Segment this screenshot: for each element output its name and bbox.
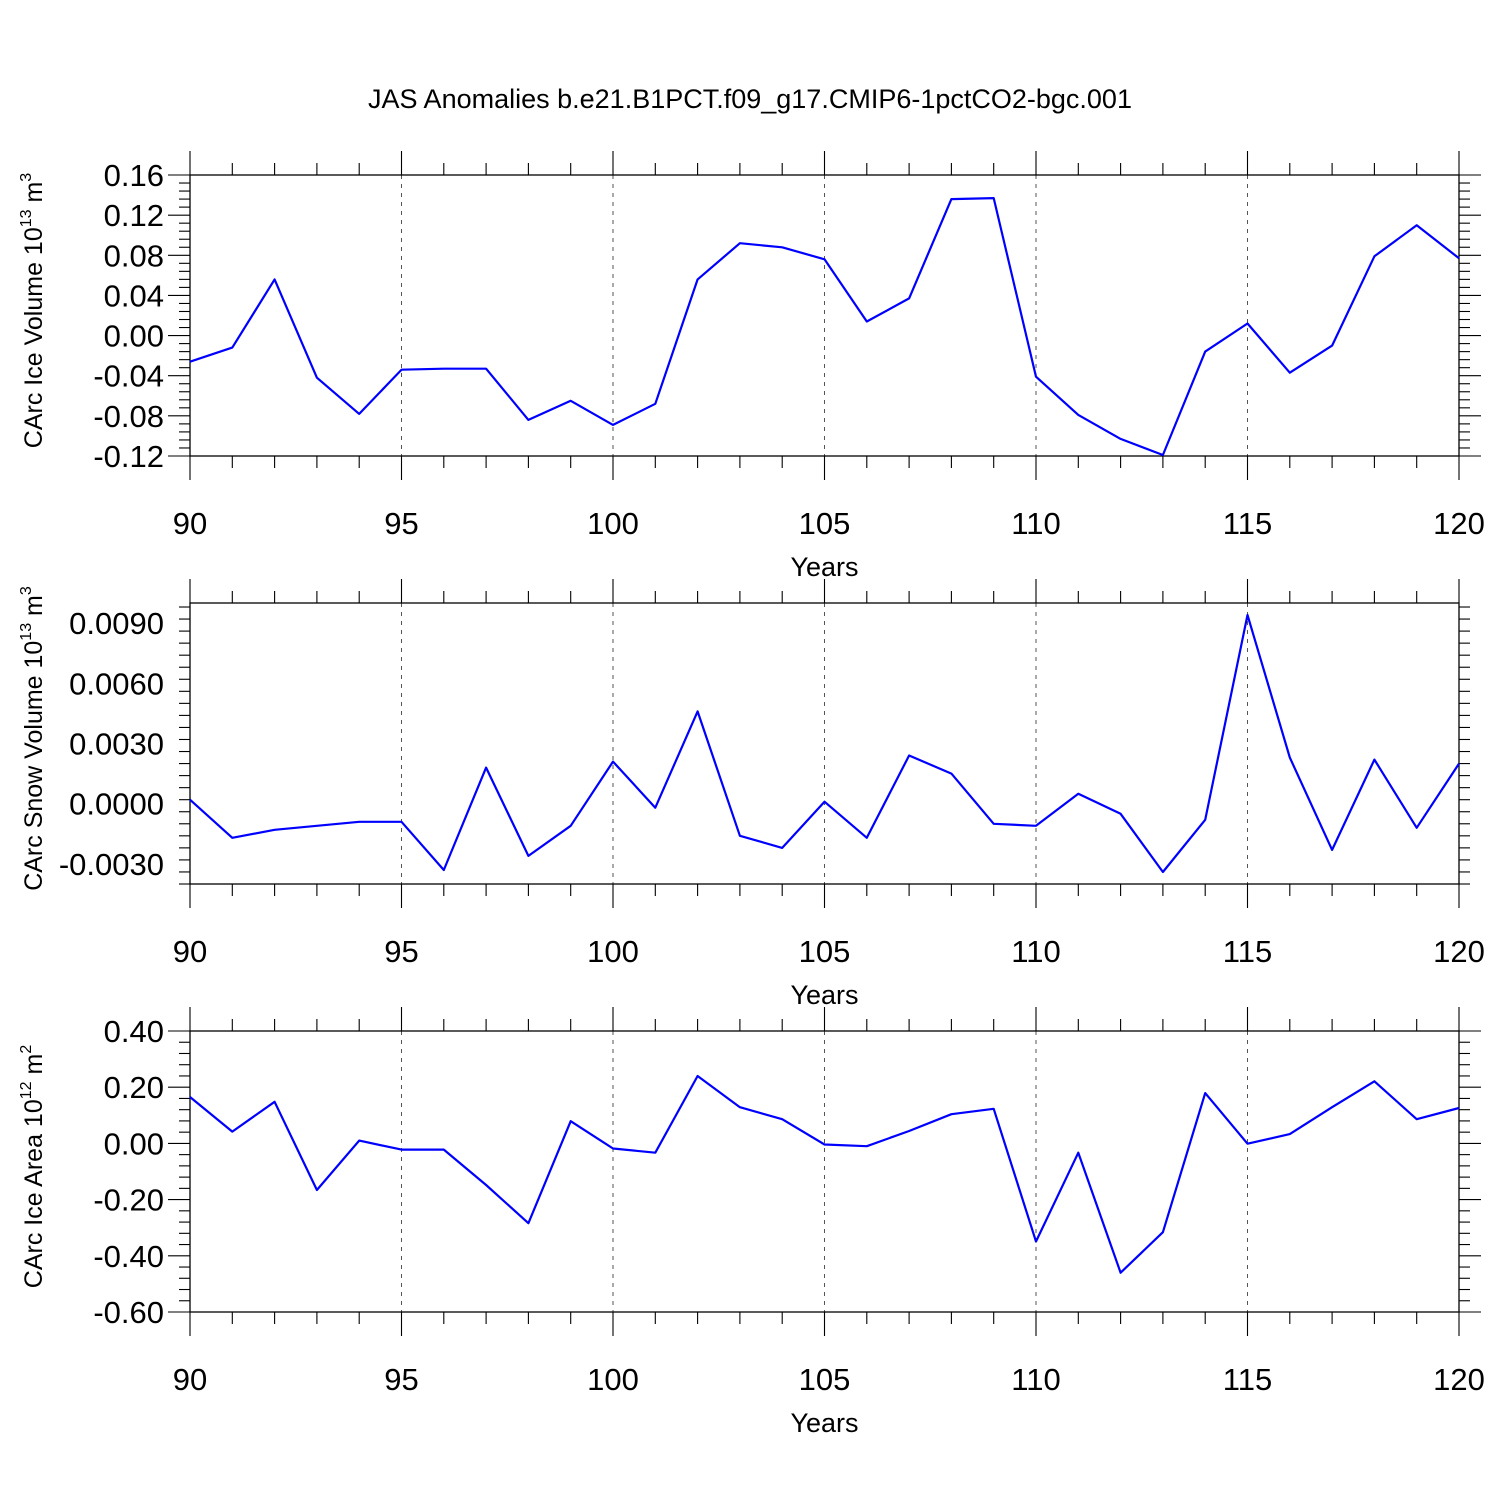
y-tick-label: 0.08	[104, 238, 164, 273]
y-tick-label: 0.0090	[69, 606, 164, 641]
y-tick-label: 0.12	[104, 198, 164, 233]
x-tick-label: 115	[1223, 1362, 1272, 1397]
x-tick-label: 105	[799, 934, 851, 969]
y-tick-label: -0.08	[93, 399, 164, 434]
y-tick-label: 0.0060	[69, 666, 164, 701]
x-tick-label: 115	[1223, 506, 1272, 541]
y-axis-label: CArc Ice Volume 1013 m3	[18, 173, 48, 449]
series-line	[189, 197, 1460, 457]
chart-title: JAS Anomalies b.e21.B1PCT.f09_g17.CMIP6-…	[368, 84, 1132, 114]
x-axis-label: Years	[790, 552, 858, 582]
x-tick-label: 120	[1433, 506, 1485, 541]
x-tick-label: 95	[384, 934, 418, 969]
y-tick-label: 0.16	[104, 158, 164, 193]
x-tick-label: 95	[384, 506, 418, 541]
panel-1: 0.16 0.12 0.08 0.04 0.00 -0.04 -0.08 -0.12 90 95 1…	[18, 151, 1485, 582]
y-tick-label: -0.12	[93, 439, 164, 474]
x-tick-label: 90	[173, 506, 207, 541]
plot-frame	[189, 602, 1460, 885]
y-tick-label: 0.0000	[69, 787, 164, 822]
plot-frame	[189, 1030, 1460, 1313]
y-tick-label: -0.60	[93, 1295, 164, 1330]
x-tick-label: 120	[1433, 1362, 1485, 1397]
x-tick-label: 115	[1223, 934, 1272, 969]
y-tick-label: 0.04	[104, 278, 164, 313]
x-tick-label: 110	[1011, 1362, 1060, 1397]
y-tick-label: 0.40	[104, 1014, 164, 1049]
y-tick-label: 0.0030	[69, 727, 164, 762]
panel-3: 0.40 0.20 0.00 -0.20 -0.40 -0.60 90 95 100 105 110…	[18, 1007, 1485, 1438]
x-tick-label: 100	[587, 1362, 639, 1397]
x-tick-label: 95	[384, 1362, 418, 1397]
y-axis-label: CArc Snow Volume 1013 m3	[18, 586, 48, 891]
y-tick-label: 0.00	[104, 319, 164, 354]
y-tick-label: -0.04	[93, 359, 164, 394]
x-axis-label: Years	[790, 980, 858, 1010]
x-tick-label: 100	[587, 506, 639, 541]
y-axis-label: CArc Ice Area 1012 m2	[18, 1045, 48, 1289]
plot-frame	[189, 174, 1460, 457]
x-tick-label: 120	[1433, 934, 1485, 969]
panel-2: 0.0090 0.0060 0.0030 0.0000 -0.0030 90 95 100 10…	[18, 579, 1485, 1010]
x-tick-label: 105	[799, 1362, 851, 1397]
x-axis-label: Years	[790, 1408, 858, 1438]
x-tick-label: 105	[799, 506, 851, 541]
x-tick-label: 90	[173, 1362, 207, 1397]
y-tick-label: 0.00	[104, 1126, 164, 1161]
y-tick-label: -0.20	[93, 1183, 164, 1218]
x-tick-label: 90	[173, 934, 207, 969]
y-tick-label: -0.40	[93, 1239, 164, 1274]
x-tick-label: 100	[587, 934, 639, 969]
series-line	[189, 1074, 1460, 1274]
x-tick-label: 110	[1011, 934, 1060, 969]
y-tick-label: 0.20	[104, 1070, 164, 1105]
series-line	[189, 613, 1460, 874]
y-tick-label: -0.0030	[59, 847, 164, 882]
x-tick-label: 110	[1011, 506, 1060, 541]
